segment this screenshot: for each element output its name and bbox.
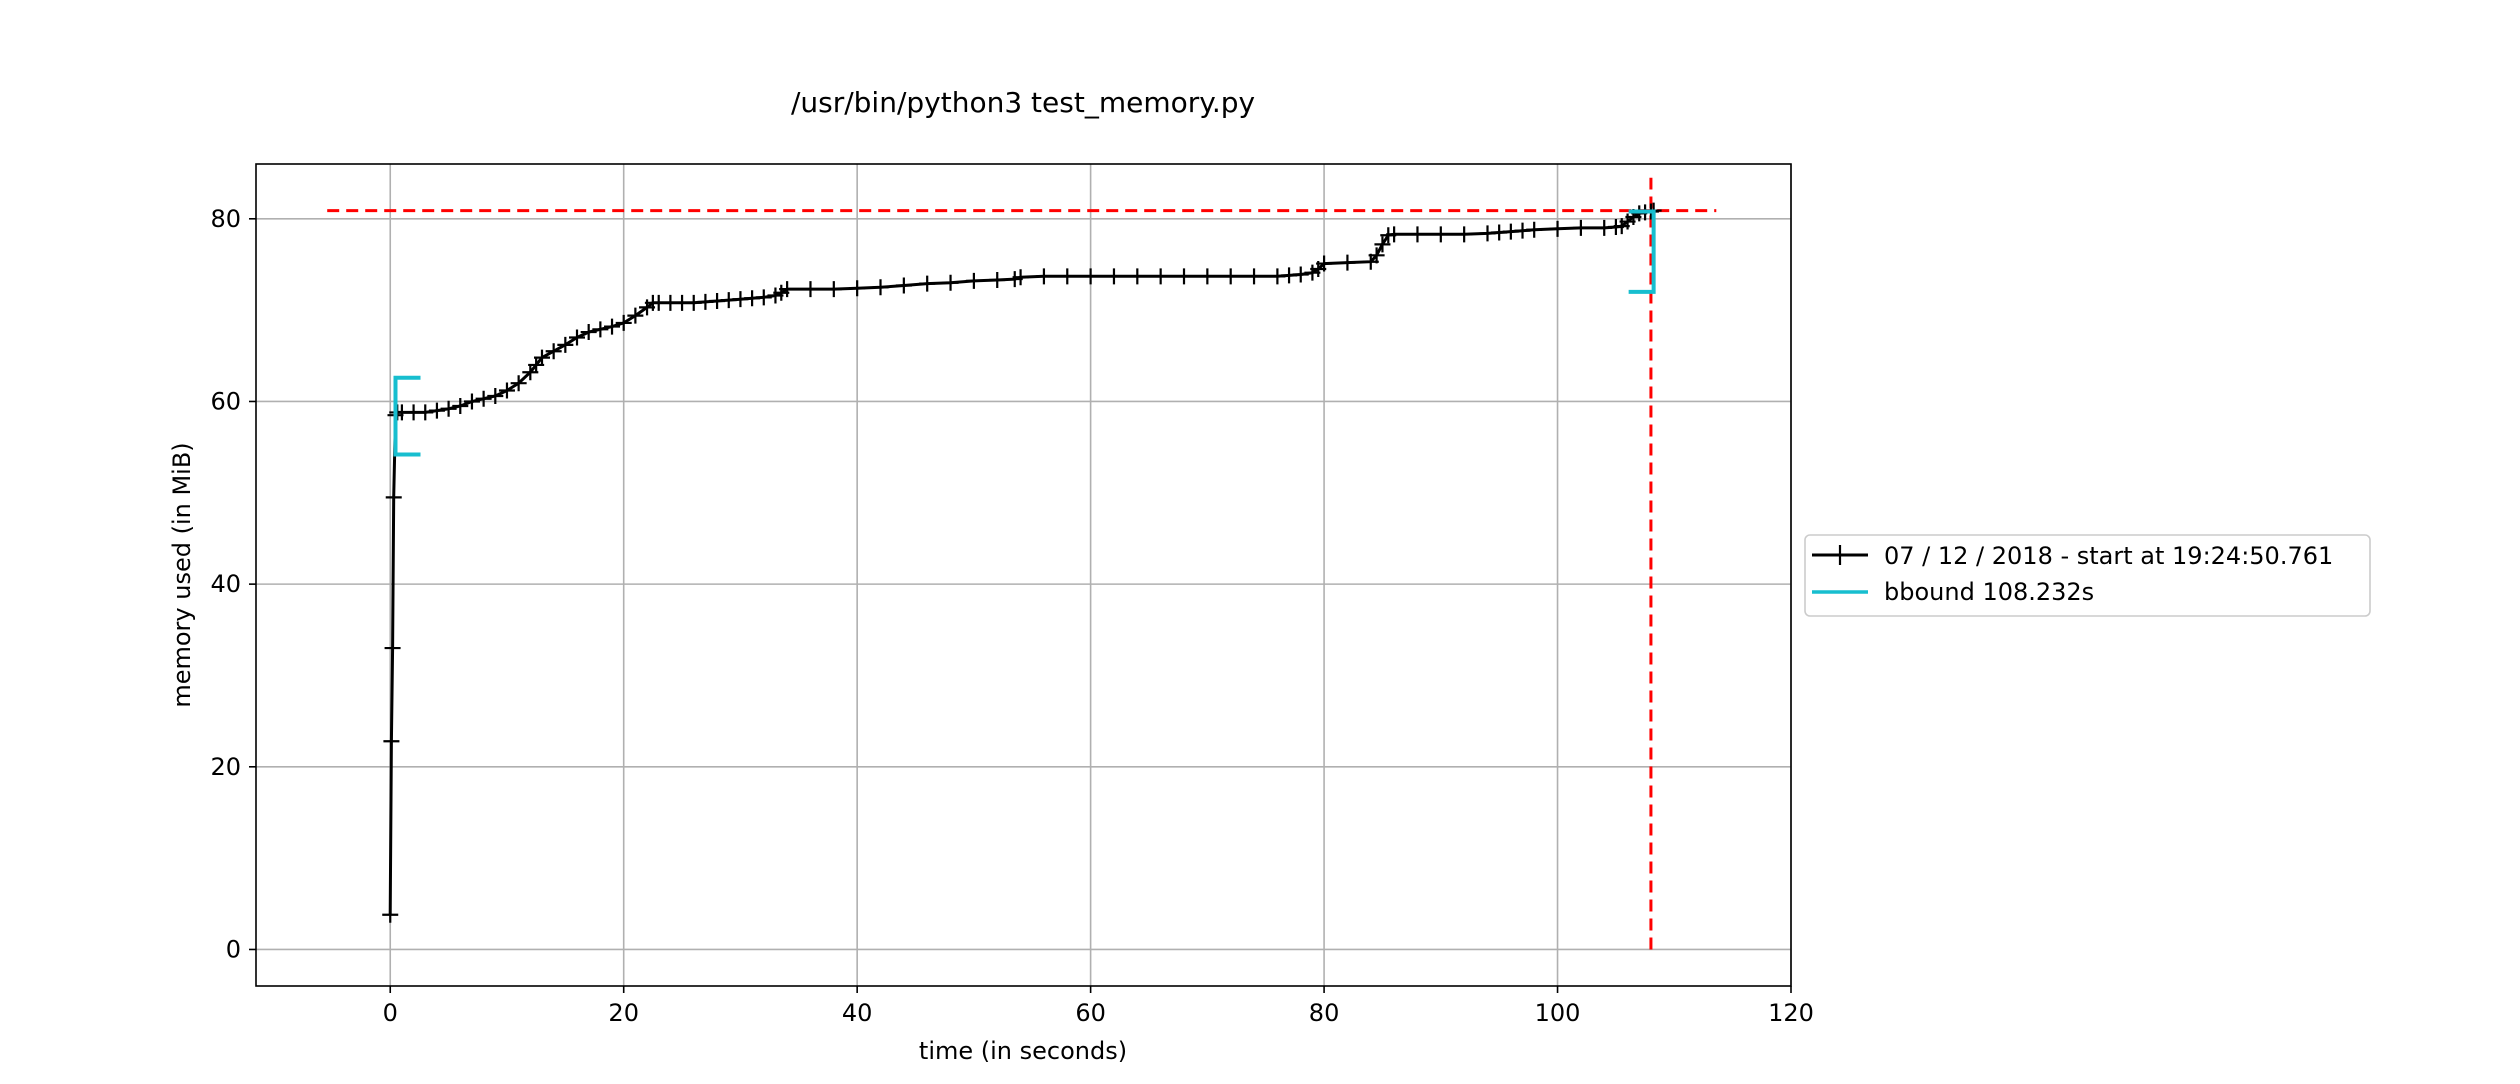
series-point [384, 640, 401, 657]
series-point [989, 271, 1006, 288]
series-point [440, 400, 457, 417]
series-point [510, 375, 527, 392]
series-point [965, 272, 982, 289]
series-point [942, 274, 959, 291]
series-point [872, 279, 889, 296]
x-tick-label: 60 [1075, 999, 1106, 1027]
series-point [428, 402, 445, 419]
series-point [385, 489, 402, 506]
grid-lines [256, 164, 1792, 986]
series-point [1374, 236, 1391, 253]
series-point [383, 733, 400, 750]
series-point [1432, 226, 1449, 243]
series-point [487, 387, 504, 404]
chart-title: /usr/bin/python3 test_memory.py [791, 86, 1255, 119]
bbound-start-bracket [393, 375, 421, 457]
series-point [1292, 266, 1309, 283]
series-point [1409, 226, 1426, 243]
series-point [825, 281, 842, 298]
x-tick-label: 120 [1768, 999, 1814, 1027]
legend-bbound-label: bbound 108.232s [1884, 578, 2094, 606]
series-point [1222, 268, 1239, 285]
series-point [604, 318, 621, 335]
y-tick-label: 60 [210, 387, 241, 415]
series-point [1176, 268, 1192, 285]
series-point [1105, 268, 1122, 285]
series-point [1368, 247, 1385, 264]
plot-data [327, 177, 1717, 950]
plot-frame [255, 163, 1792, 987]
x-tick-label: 40 [842, 999, 873, 1027]
legend-series-marker [1830, 545, 1850, 565]
series-point [592, 321, 609, 338]
legend: 07 / 12 / 2018 - start at 19:24:50.761 b… [1804, 534, 2371, 617]
x-tick-label: 80 [1309, 999, 1340, 1027]
series-point [1012, 269, 1029, 286]
series-point [1035, 268, 1052, 285]
legend-box [1804, 534, 2371, 617]
series-point [382, 906, 399, 923]
bbound-end-bracket [1628, 209, 1656, 294]
series-point [1129, 268, 1146, 285]
x-axis-label: time (in seconds) [919, 1037, 1127, 1065]
series-point [1246, 268, 1263, 285]
series-point [498, 382, 515, 399]
series-point [627, 307, 644, 324]
series-point [1152, 268, 1169, 285]
series-point [569, 329, 586, 346]
series-point [1059, 268, 1076, 285]
series-point [1456, 226, 1473, 243]
series-point [895, 277, 912, 294]
x-tick-label: 20 [608, 999, 639, 1027]
y-axis-label: memory used (in MiB) [168, 442, 196, 707]
x-tick-label: 100 [1535, 999, 1581, 1027]
series-point [1526, 221, 1543, 238]
series-point [919, 275, 936, 292]
series-point [463, 393, 480, 410]
axis-ticks: 0 20 40 60 80 100 120 0 20 40 60 80 [210, 205, 1813, 1027]
series-point [779, 281, 796, 298]
series-point [615, 314, 632, 331]
series-point [802, 281, 819, 298]
series-point [1386, 226, 1403, 243]
series-point [1199, 268, 1216, 285]
series-point [417, 404, 434, 421]
series-point [475, 390, 492, 407]
series-point [1082, 268, 1099, 285]
series-point [1316, 255, 1333, 272]
series-point [1572, 219, 1589, 236]
series-point [533, 349, 550, 366]
series-point [452, 398, 469, 415]
legend-series-label: 07 / 12 / 2018 - start at 19:24:50.761 [1884, 542, 2333, 570]
y-tick-label: 0 [226, 935, 241, 963]
x-tick-label: 0 [383, 999, 398, 1027]
series-point [545, 343, 562, 360]
series-point [849, 280, 866, 297]
series-point [755, 289, 772, 306]
series-line [388, 209, 1655, 915]
y-tick-label: 20 [210, 753, 241, 781]
y-tick-label: 40 [210, 570, 241, 598]
series-point [580, 324, 597, 341]
series-point [557, 336, 574, 353]
series-point [1549, 220, 1566, 237]
series-point [1339, 254, 1356, 271]
y-tick-label: 80 [210, 205, 241, 233]
